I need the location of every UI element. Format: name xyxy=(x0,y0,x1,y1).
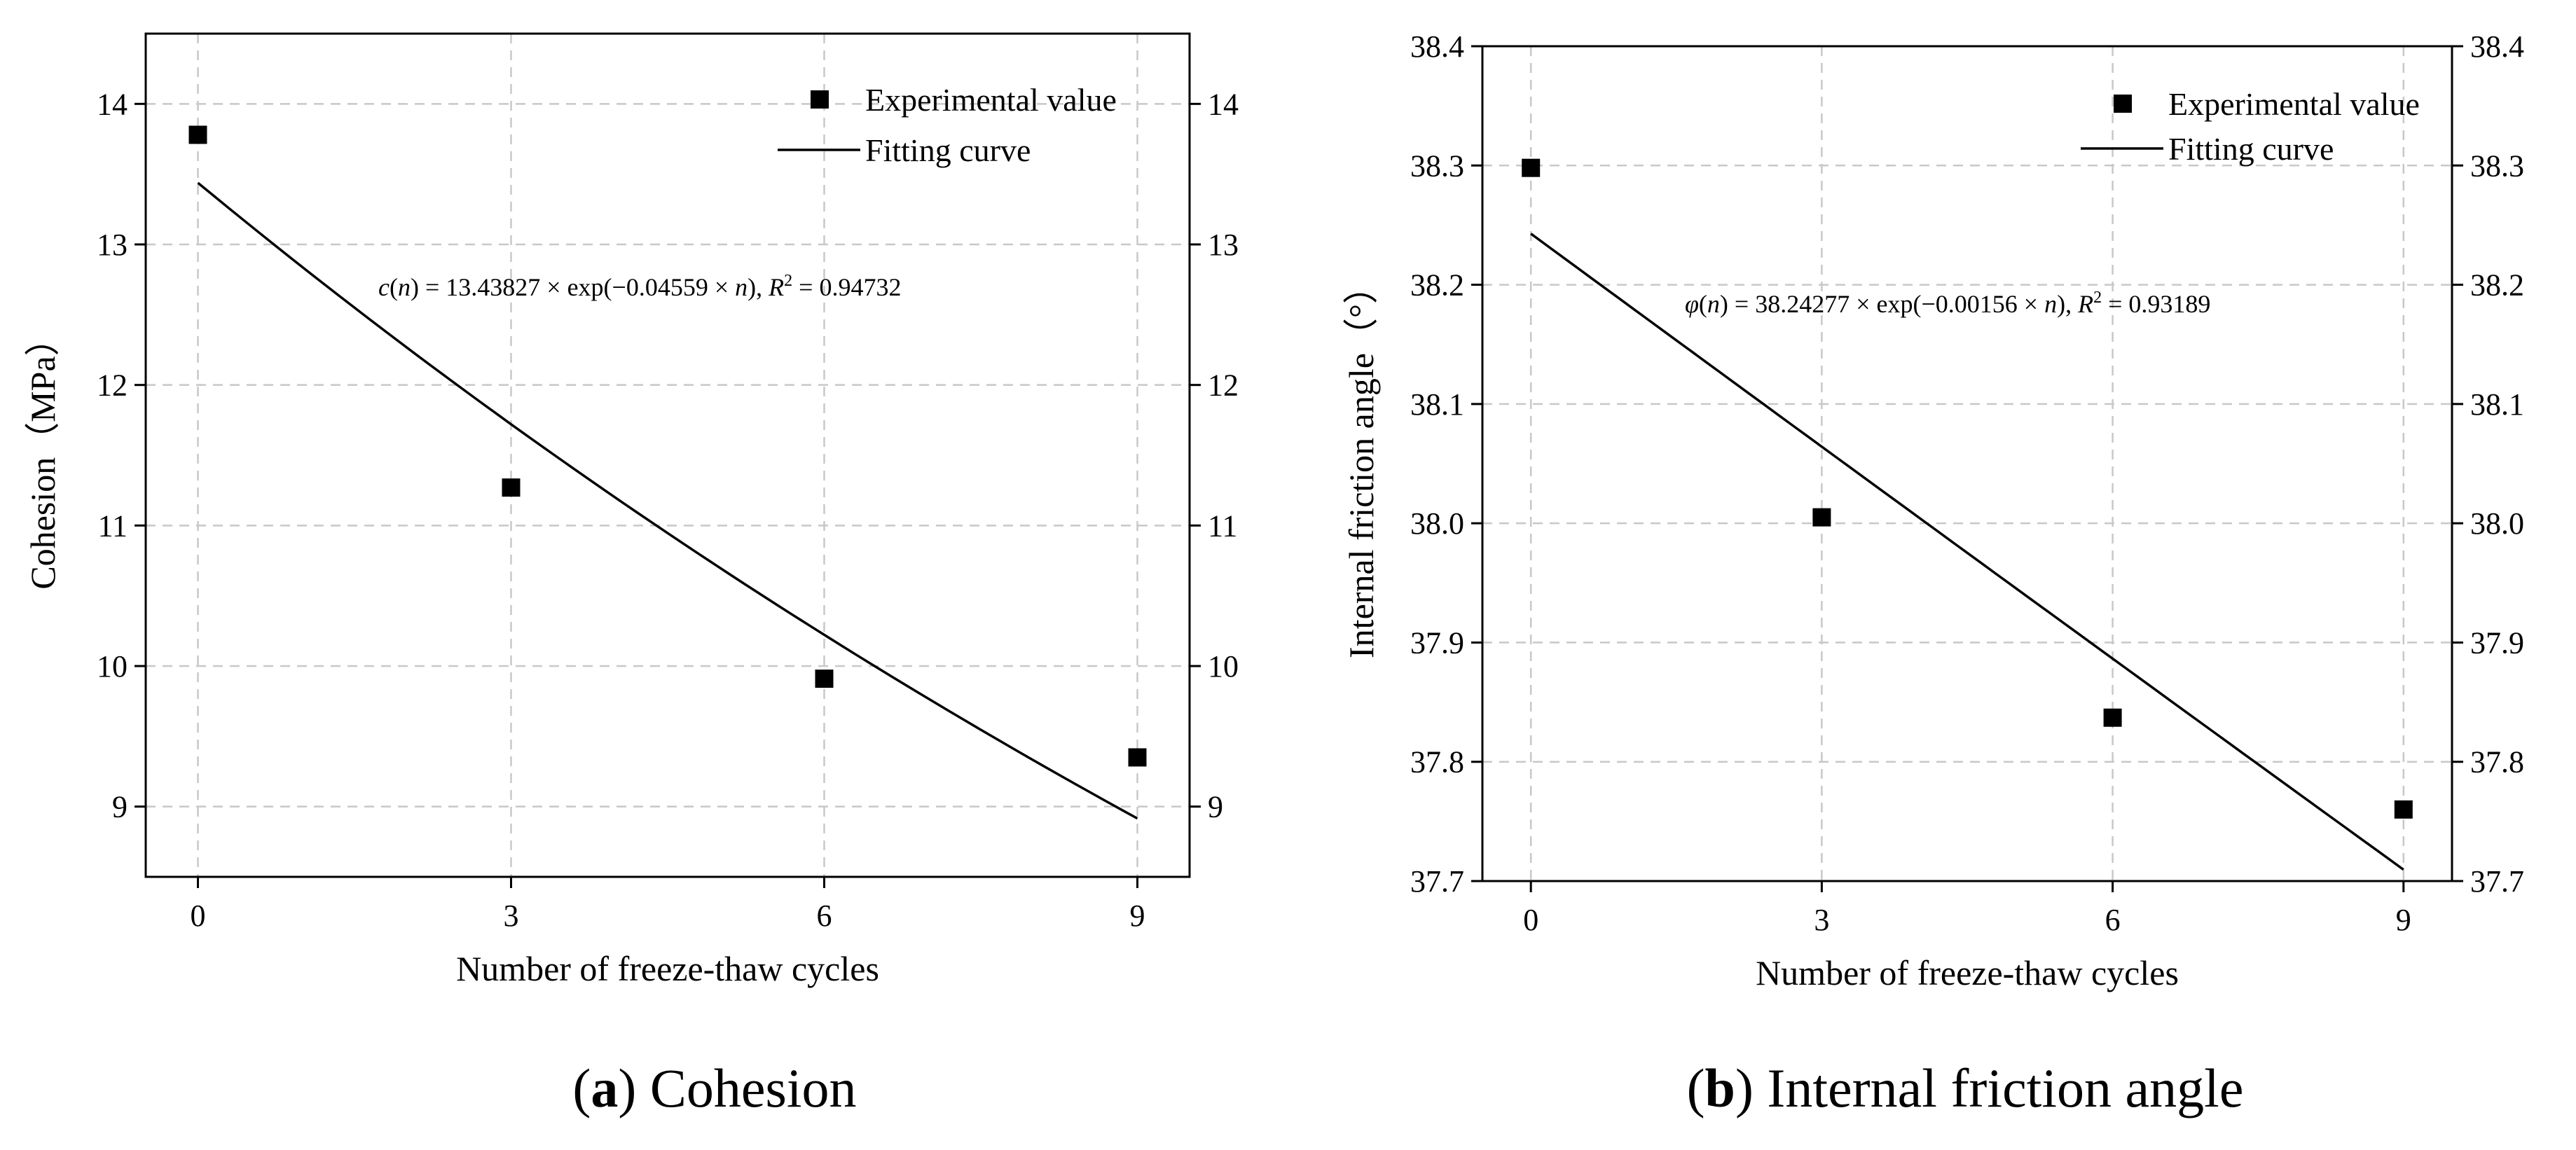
y-tick-label: 38.4 xyxy=(1410,29,1464,64)
legend-label-experimental: Experimental value xyxy=(865,82,1117,118)
y-axis-title: Internal friction angle（°） xyxy=(1342,269,1381,658)
data-point-marker xyxy=(502,478,521,497)
legend-marker-experimental xyxy=(811,90,829,109)
right-y-tick-label: 9 xyxy=(1208,790,1223,824)
y-tick-label: 38.3 xyxy=(1410,148,1464,183)
x-tick-label: 6 xyxy=(2105,903,2121,937)
fitting-curve-line xyxy=(1530,233,2404,871)
data-point-marker xyxy=(1812,508,1831,527)
data-point-marker xyxy=(2394,800,2413,819)
x-tick-label: 9 xyxy=(1130,899,1145,933)
y-tick-label: 14 xyxy=(97,87,128,121)
x-tick-label: 9 xyxy=(2396,903,2411,937)
right-y-tick-label: 11 xyxy=(1208,508,1237,543)
y-tick-label: 37.9 xyxy=(1410,625,1464,660)
x-axis-title: Number of freeze-thaw cycles xyxy=(1756,953,2179,992)
right-y-tick-label: 38.4 xyxy=(2470,29,2524,64)
right-y-tick-label: 38.3 xyxy=(2470,148,2524,183)
x-tick-label: 6 xyxy=(817,899,832,933)
right-y-tick-label: 14 xyxy=(1208,87,1239,121)
legend-label-experimental: Experimental value xyxy=(2168,86,2420,122)
right-y-tick-label: 13 xyxy=(1208,228,1239,262)
right-y-tick-label: 12 xyxy=(1208,368,1239,403)
y-tick-label: 12 xyxy=(97,368,128,403)
x-tick-label: 0 xyxy=(1523,903,1538,937)
legend: Experimental value Fitting curve xyxy=(778,82,1117,168)
fitting-curve-line xyxy=(197,181,1138,820)
data-point-marker xyxy=(1522,158,1541,177)
x-axis-title: Number of freeze-thaw cycles xyxy=(456,949,879,988)
right-y-tick-label: 37.8 xyxy=(2470,745,2524,780)
legend-label-fitting: Fitting curve xyxy=(2168,131,2334,167)
data-point-marker xyxy=(815,670,834,688)
fit-equation: c(n) = 13.43827 × exp(−0.04559 × n), R2 … xyxy=(378,272,901,301)
x-tick-label: 0 xyxy=(191,899,206,933)
right-y-tick-label: 38.1 xyxy=(2470,387,2524,422)
chart-panel-a: 0 3 6 9 9 9 10 10 11 11 12 12 13 13 14 14 Number of free… xyxy=(23,32,1239,988)
right-y-tick-label: 38.2 xyxy=(2470,268,2524,303)
legend-label-fitting: Fitting curve xyxy=(865,132,1031,168)
panel-caption-a: (a) Cohesion xyxy=(572,1058,856,1118)
y-tick-label: 9 xyxy=(112,790,128,824)
chart-panel-b: 0 3 6 9 37.7 37.7 37.8 37.8 37.9 37.9 38.0 38.0 38.1… xyxy=(1342,29,2524,992)
x-tick-label: 3 xyxy=(1814,903,1829,937)
x-tick-label: 3 xyxy=(504,899,519,933)
y-tick-label: 10 xyxy=(97,649,128,684)
panel-caption-b: (b) Internal friction angle xyxy=(1687,1058,2244,1118)
data-point-marker xyxy=(1128,748,1147,767)
y-tick-label: 37.8 xyxy=(1410,745,1464,780)
fit-equation: φ(n) = 38.24277 × exp(−0.00156 × n), R2 … xyxy=(1685,289,2210,318)
right-y-tick-label: 38.0 xyxy=(2470,506,2524,541)
right-y-tick-label: 37.9 xyxy=(2470,625,2524,660)
right-y-tick-label: 10 xyxy=(1208,649,1239,684)
y-tick-label: 38.1 xyxy=(1410,387,1464,422)
data-point-marker xyxy=(188,125,207,144)
y-axis-title: Cohesion（MPa） xyxy=(23,321,62,589)
legend: Experimental value Fitting curve xyxy=(2081,86,2420,167)
y-tick-label: 38.2 xyxy=(1410,268,1464,303)
legend-marker-experimental xyxy=(2114,95,2132,113)
y-tick-label: 13 xyxy=(97,228,128,262)
right-y-tick-label: 37.7 xyxy=(2470,864,2524,899)
y-tick-label: 38.0 xyxy=(1410,506,1464,541)
y-tick-label: 37.7 xyxy=(1410,864,1464,899)
y-tick-label: 11 xyxy=(98,508,128,543)
data-point-marker xyxy=(2103,708,2122,727)
plot-frame xyxy=(144,32,1191,878)
plot-frame xyxy=(1481,45,2453,882)
